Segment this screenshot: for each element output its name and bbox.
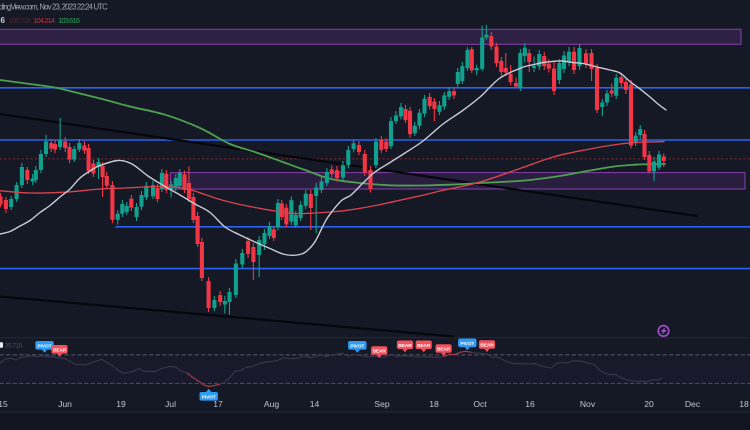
svg-text:14: 14	[310, 399, 320, 409]
svg-text:35.710: 35.710	[5, 343, 23, 350]
svg-text:18: 18	[429, 399, 439, 409]
svg-text:19: 19	[116, 399, 126, 409]
svg-text:PIVOT: PIVOT	[38, 343, 52, 349]
svg-text:dingView.com, Nov 23, 2023 22:: dingView.com, Nov 23, 2023 22:24 UTC	[0, 2, 108, 11]
svg-text:17: 17	[213, 399, 223, 409]
svg-text:BEAR: BEAR	[398, 343, 412, 349]
svg-text:BEAR: BEAR	[437, 347, 451, 353]
svg-text:PIVOT: PIVOT	[202, 394, 216, 400]
svg-text:Aug: Aug	[264, 399, 280, 409]
svg-text:Jul: Jul	[165, 399, 176, 409]
svg-text:20: 20	[644, 399, 654, 409]
svg-text:BEAR: BEAR	[53, 347, 67, 353]
svg-text:Nov: Nov	[580, 399, 596, 409]
svg-text:PIVOT: PIVOT	[350, 343, 364, 349]
svg-text:Jun: Jun	[58, 399, 72, 409]
svg-text:Oct: Oct	[473, 399, 487, 409]
svg-text:104.214: 104.214	[33, 16, 55, 25]
svg-text:BEAR: BEAR	[480, 343, 494, 349]
svg-text:Sep: Sep	[374, 399, 390, 409]
svg-text:6: 6	[1, 16, 6, 25]
svg-text:Dec: Dec	[685, 399, 701, 409]
svg-text:18: 18	[739, 399, 749, 409]
svg-text:103.616: 103.616	[58, 16, 80, 25]
svg-text:105.718: 105.718	[9, 16, 31, 25]
svg-text:BEAR: BEAR	[417, 343, 431, 349]
svg-text:16: 16	[525, 399, 535, 409]
svg-text:15: 15	[0, 399, 8, 409]
svg-text:PIVOT: PIVOT	[460, 341, 474, 347]
svg-text:BEAR: BEAR	[373, 349, 387, 355]
